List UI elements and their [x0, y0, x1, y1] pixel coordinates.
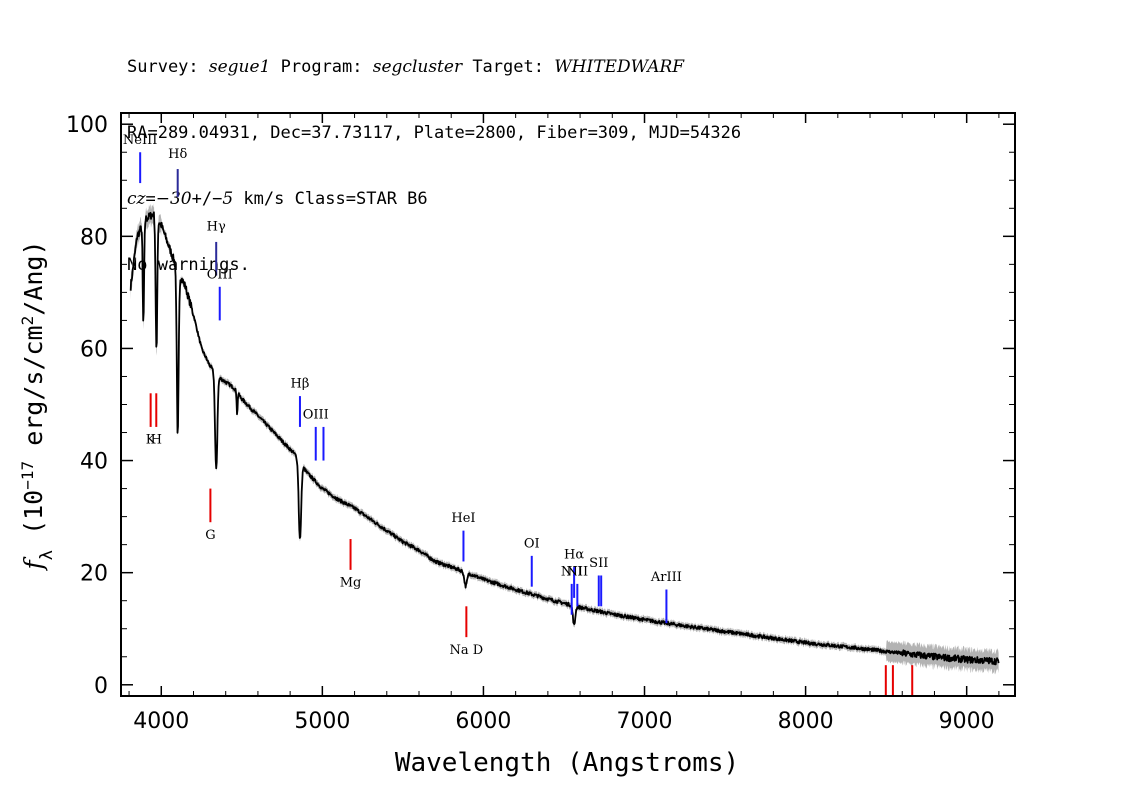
- survey-label: Survey:: [127, 57, 209, 77]
- survey-value: segue1: [208, 57, 271, 77]
- line-marker-label-11: NII: [567, 564, 589, 579]
- y-label-lambda: λ: [37, 550, 57, 560]
- cz-unit-class: km/s Class=STAR B6: [233, 189, 428, 209]
- x-tick-label-6000: 6000: [455, 709, 511, 734]
- y-tick-label-40: 40: [80, 450, 108, 475]
- plot-frame: [120, 112, 1016, 697]
- y-label-exponent-2: 2: [18, 316, 37, 326]
- line-marker-label-16: H: [151, 433, 162, 448]
- x-tick-label-9000: 9000: [939, 709, 995, 734]
- y-label-f: f: [19, 557, 48, 572]
- line-marker-label-14: ArIII: [650, 570, 682, 585]
- line-marker-label-1: Hδ: [168, 147, 187, 162]
- spectrum-header: Survey: segue1 Program: segcluster Targe…: [127, 12, 741, 298]
- cz-label: cz: [127, 189, 146, 209]
- y-label-close: /Ang): [19, 240, 48, 315]
- line-marker-label-10: Hα: [564, 548, 584, 563]
- x-tick-label-7000: 7000: [617, 709, 673, 734]
- x-tick-label-4000: 4000: [133, 709, 189, 734]
- line-marker-label-7: HeI: [451, 511, 475, 526]
- line-marker-label-0: NeIII: [123, 133, 157, 148]
- line-marker-label-17: G: [205, 528, 215, 543]
- line-marker-label-15: K: [146, 433, 156, 448]
- header-line-coordinates: RA=289.04931, Dec=37.73117, Plate=2800, …: [127, 123, 742, 143]
- line-marker-label-8: OI: [524, 536, 540, 551]
- y-tick-label-80: 80: [80, 225, 108, 250]
- y-label-exponent: −17: [18, 461, 37, 490]
- line-marker-label-18: Mg: [340, 576, 362, 591]
- program-value: segcluster: [372, 57, 463, 77]
- header-line-redshift: cz=−30+/−5 km/s Class=STAR B6: [127, 188, 741, 210]
- cz-value: −30: [155, 189, 192, 209]
- y-tick-label-20: 20: [80, 562, 108, 587]
- line-marker-label-19: Na D: [450, 643, 484, 658]
- line-marker-label-9: NII: [561, 564, 583, 579]
- header-line-survey: Survey: segue1 Program: segcluster Targe…: [127, 56, 741, 78]
- line-marker-label-3: OIII: [207, 267, 233, 282]
- axes: 4000 5000 6000 7000 8000 9000 0 20 40 60 80 100: [66, 113, 1015, 734]
- target-value: WHITEDWARF: [554, 57, 685, 77]
- x-axis-label: Wavelength (Angstroms): [395, 748, 739, 778]
- cz-equals: =: [145, 189, 156, 209]
- line-marker-label-5: OIII: [303, 408, 329, 423]
- cz-plus-minus: +/−: [191, 189, 223, 209]
- line-marker-label-2: Hγ: [207, 220, 226, 235]
- y-tick-label-100: 100: [66, 113, 108, 138]
- y-axis-label: fλ (10−17 erg/s/cm2/Ang): [18, 240, 58, 571]
- target-label: Target:: [462, 57, 555, 77]
- y-tick-label-0: 0: [94, 674, 108, 699]
- y-label-units: erg/s/cm: [19, 325, 48, 460]
- cz-error: 5: [222, 189, 234, 209]
- line-marker-label-4: Hβ: [291, 377, 310, 392]
- y-label-open: (10: [19, 490, 48, 550]
- plot-area: NeIIIHδHγOIIIHβOIIIHeIOINIIHαNIISIIArIII…: [123, 133, 1000, 696]
- y-tick-label-60: 60: [80, 337, 108, 362]
- x-tick-label-5000: 5000: [294, 709, 350, 734]
- x-tick-label-8000: 8000: [778, 709, 834, 734]
- program-label: Program:: [270, 57, 373, 77]
- line-marker-label-12: SII: [589, 556, 608, 571]
- spectrum-flux-line: [129, 211, 1000, 666]
